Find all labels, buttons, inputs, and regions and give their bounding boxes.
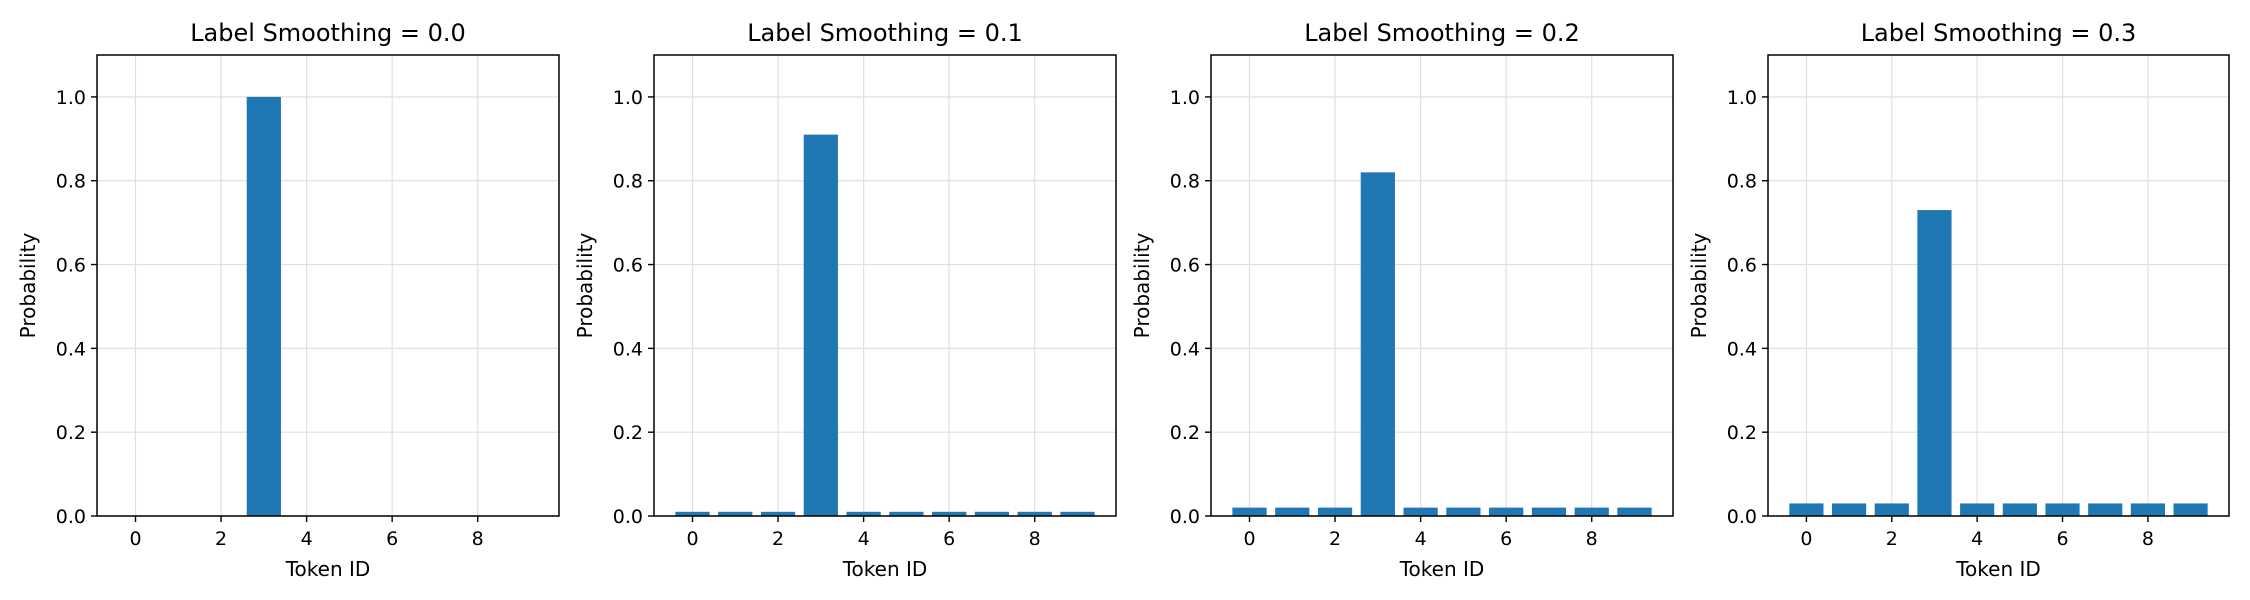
y-tick-label: 0.4 xyxy=(1727,338,1757,360)
chart-title: Label Smoothing = 0.2 xyxy=(1304,19,1580,47)
y-axis-label: Probability xyxy=(1687,232,1711,338)
chart-title: Label Smoothing = 0.0 xyxy=(190,19,466,47)
x-tick-label: 2 xyxy=(772,528,784,550)
y-tick-label: 1.0 xyxy=(613,87,643,109)
y-tick-label: 0.2 xyxy=(56,422,86,444)
chart-panel-0: 0 2 4 6 8 0.0 0.2 0.4 0.6 0.8 1.0 Label Smoothing =… xyxy=(16,19,559,581)
x-tick-label: 8 xyxy=(2142,528,2154,550)
axes-frame xyxy=(1768,55,2229,516)
y-tick-label: 0.8 xyxy=(1727,171,1757,193)
y-axis-label: Probability xyxy=(1130,232,1154,338)
x-axis-label: Token ID xyxy=(842,557,928,581)
y-axis-label: Probability xyxy=(16,232,40,338)
y-tick-label: 1.0 xyxy=(1170,87,1200,109)
y-tick-label: 0.4 xyxy=(613,338,643,360)
y-tick-label: 0.0 xyxy=(1170,506,1200,528)
x-tick-label: 8 xyxy=(1029,528,1041,550)
bar-token-3 xyxy=(804,135,838,516)
y-tick-label: 0.8 xyxy=(613,171,643,193)
bar-token-0 xyxy=(1789,503,1823,516)
x-axis-label: Token ID xyxy=(1399,557,1485,581)
x-tick-label: 8 xyxy=(472,528,484,550)
y-tick-label: 0.4 xyxy=(1170,338,1200,360)
bar-token-9 xyxy=(2174,503,2208,516)
y-tick-label: 0.2 xyxy=(1727,422,1757,444)
y-tick-label: 0.8 xyxy=(56,171,86,193)
y-axis-label: Probability xyxy=(573,232,597,338)
y-tick-label: 0.4 xyxy=(56,338,86,360)
bar-token-1 xyxy=(1275,508,1309,516)
x-tick-label: 4 xyxy=(301,528,313,550)
bar-token-7 xyxy=(2088,503,2122,516)
bar-token-2 xyxy=(1875,503,1909,516)
bar-token-6 xyxy=(1489,508,1523,516)
axes-frame xyxy=(1211,55,1673,516)
x-axis-label: Token ID xyxy=(1955,557,2041,581)
bar-token-3 xyxy=(1917,210,1951,516)
y-tick-label: 1.0 xyxy=(56,87,86,109)
y-tick-label: 0.6 xyxy=(1727,255,1757,277)
chart-title: Label Smoothing = 0.3 xyxy=(1861,19,2137,47)
bar-token-6 xyxy=(2045,503,2079,516)
x-tick-label: 0 xyxy=(129,528,141,550)
chart-panel-2: 0 2 4 6 8 0.0 0.2 0.4 0.6 0.8 1.0 Label Smoothing =… xyxy=(1130,19,1673,581)
bar-token-5 xyxy=(2003,503,2037,516)
bar-token-5 xyxy=(1446,508,1480,516)
y-tick-label: 0.6 xyxy=(613,255,643,277)
y-tick-label: 0.0 xyxy=(1727,506,1757,528)
bar-token-2 xyxy=(1318,508,1352,516)
bar-token-1 xyxy=(1832,503,1866,516)
bar-token-3 xyxy=(1361,172,1395,516)
bar-token-8 xyxy=(1575,508,1609,516)
x-tick-label: 0 xyxy=(686,528,698,550)
x-tick-label: 8 xyxy=(1586,528,1598,550)
chart-title: Label Smoothing = 0.1 xyxy=(747,19,1023,47)
x-tick-label: 0 xyxy=(1243,528,1255,550)
bar-token-4 xyxy=(1404,508,1438,516)
x-tick-label: 6 xyxy=(1500,528,1512,550)
chart-panel-3: 0 2 4 6 8 0.0 0.2 0.4 0.6 0.8 1.0 Label Smoothing =… xyxy=(1687,19,2229,581)
bar-token-0 xyxy=(1232,508,1266,516)
x-tick-label: 6 xyxy=(386,528,398,550)
bar-token-8 xyxy=(2131,503,2165,516)
x-tick-label: 4 xyxy=(858,528,870,550)
chart-panel-1: 0 2 4 6 8 0.0 0.2 0.4 0.6 0.8 1.0 Label Smoothing =… xyxy=(573,19,1116,581)
x-tick-label: 4 xyxy=(1415,528,1427,550)
y-tick-label: 0.8 xyxy=(1170,171,1200,193)
x-tick-label: 6 xyxy=(2056,528,2068,550)
x-axis-label: Token ID xyxy=(285,557,371,581)
y-tick-label: 0.6 xyxy=(56,255,86,277)
y-tick-label: 0.6 xyxy=(1170,255,1200,277)
bar-token-9 xyxy=(1617,508,1651,516)
y-tick-label: 0.0 xyxy=(56,506,86,528)
x-tick-label: 2 xyxy=(215,528,227,550)
x-tick-label: 2 xyxy=(1329,528,1341,550)
bar-token-4 xyxy=(1960,503,1994,516)
x-tick-label: 4 xyxy=(1971,528,1983,550)
y-tick-label: 0.2 xyxy=(613,422,643,444)
y-tick-label: 0.0 xyxy=(613,506,643,528)
bar-token-3 xyxy=(247,97,281,516)
bar-token-7 xyxy=(1532,508,1566,516)
y-tick-label: 1.0 xyxy=(1727,87,1757,109)
x-tick-label: 2 xyxy=(1886,528,1898,550)
x-tick-label: 0 xyxy=(1800,528,1812,550)
y-tick-label: 0.2 xyxy=(1170,422,1200,444)
axes-frame xyxy=(97,55,559,516)
x-tick-label: 6 xyxy=(943,528,955,550)
axes-frame xyxy=(654,55,1116,516)
